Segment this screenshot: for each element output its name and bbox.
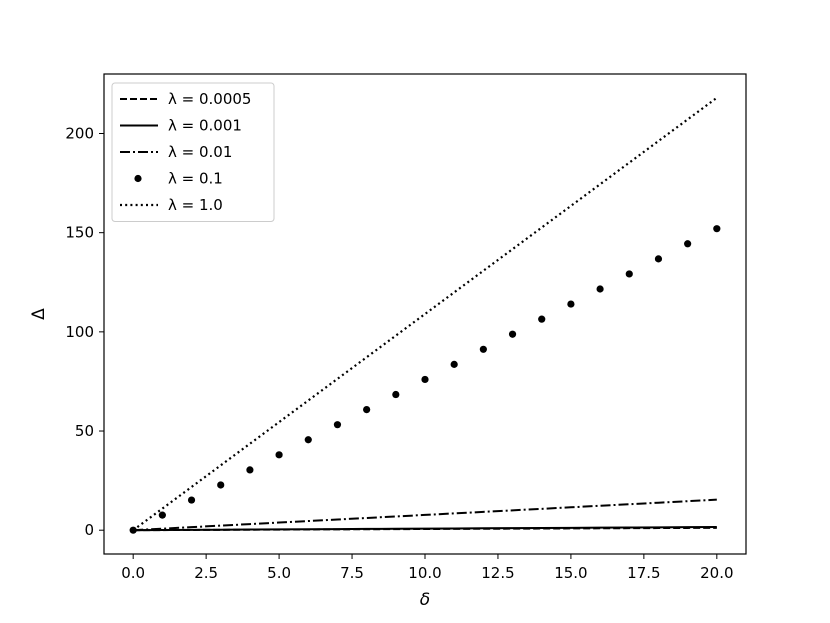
data-point	[246, 466, 254, 474]
legend: λ = 0.0005 λ = 0.001 λ = 0.01 λ = 0.1 λ = 1.…	[111, 82, 275, 222]
series-1-line	[133, 526, 717, 532]
data-point	[304, 436, 312, 444]
legend-label: λ = 0.1	[168, 170, 223, 188]
legend-label: λ = 0.001	[168, 117, 242, 135]
x-tick-label: 0.0	[121, 564, 145, 582]
series-2-line	[133, 498, 717, 532]
data-point	[275, 451, 283, 459]
data-point	[217, 481, 225, 489]
y-axis-ticks: 0 50 100 150 200	[65, 125, 104, 539]
x-axis-ticks: 0.0 2.5 5.0 7.5 10.0 12.5 15.0 17.5 20.0	[121, 554, 734, 582]
x-axis-label: δ	[420, 590, 430, 610]
y-tick-label: 100	[65, 323, 94, 341]
x-tick-label: 7.5	[340, 564, 364, 582]
y-axis-label: Δ	[29, 308, 49, 320]
x-tick-label: 2.5	[194, 564, 218, 582]
legend-label: λ = 0.01	[168, 143, 232, 161]
y-tick-label: 150	[65, 224, 94, 242]
data-point	[392, 390, 400, 399]
data-point	[625, 270, 633, 278]
data-point	[684, 240, 692, 248]
data-point	[333, 421, 342, 429]
legend-item: λ = 1.0	[120, 196, 223, 214]
series-layer	[129, 96, 721, 534]
data-point	[450, 360, 458, 368]
legend-label: λ = 1.0	[168, 196, 223, 214]
y-tick-label: 0	[84, 521, 94, 539]
data-point	[363, 406, 371, 414]
x-tick-label: 17.5	[627, 564, 660, 582]
legend-box	[111, 82, 275, 222]
data-point	[421, 375, 429, 384]
data-point	[158, 511, 166, 519]
data-point	[538, 315, 546, 323]
data-point	[654, 255, 663, 263]
data-point	[187, 496, 196, 504]
series-4-line	[132, 96, 718, 532]
legend-item: λ = 0.01	[120, 143, 232, 161]
legend-item: λ = 0.0005	[120, 90, 251, 108]
y-tick-label: 50	[75, 422, 94, 440]
x-tick-label: 15.0	[554, 564, 587, 582]
legend-item: λ = 0.1	[134, 170, 223, 188]
y-tick-label: 200	[65, 125, 94, 143]
series-3-markers	[129, 225, 721, 534]
x-tick-label: 20.0	[700, 564, 733, 582]
x-tick-label: 12.5	[481, 564, 514, 582]
data-point	[713, 225, 721, 233]
x-tick-label: 10.0	[408, 564, 441, 582]
data-point	[596, 285, 604, 293]
x-tick-label: 5.0	[267, 564, 291, 582]
data-point	[567, 300, 575, 308]
legend-item: λ = 0.001	[120, 117, 242, 135]
legend-label: λ = 0.0005	[168, 90, 251, 108]
data-point	[508, 330, 517, 338]
legend-swatch	[134, 174, 142, 183]
data-point	[479, 345, 487, 353]
